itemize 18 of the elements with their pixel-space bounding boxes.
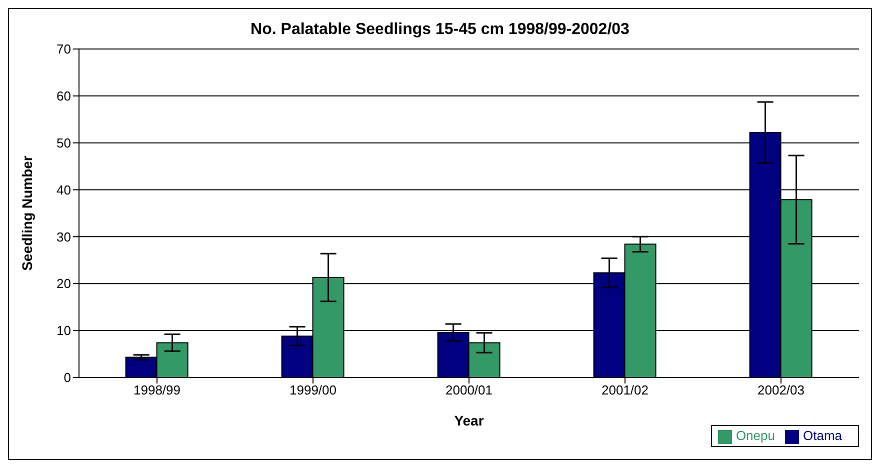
chart-title: No. Palatable Seedlings 15-45 cm 1998/99-2002/03 xyxy=(250,21,630,39)
y-tick-label: 60 xyxy=(56,88,71,104)
x-axis-title: Year xyxy=(454,412,484,428)
y-tick-label: 10 xyxy=(56,323,71,338)
y-tick-label: 40 xyxy=(56,182,71,198)
x-tick-label: 2000/01 xyxy=(446,382,492,398)
y-tick-label: 70 xyxy=(56,42,71,57)
legend-label: Otama xyxy=(802,428,842,444)
y-tick-label: 0 xyxy=(64,370,71,386)
x-tick-label: 2002/03 xyxy=(758,382,804,398)
y-tick-label: 50 xyxy=(56,135,71,150)
y-tick-label: 20 xyxy=(56,276,71,292)
x-tick-label: 1998/99 xyxy=(134,382,180,398)
y-tick-label: 30 xyxy=(56,229,71,244)
y-axis-title: Seedling Number xyxy=(18,155,35,271)
x-tick-label: 1999/00 xyxy=(290,382,336,398)
x-tick-label: 2001/02 xyxy=(602,382,648,398)
legend-label: Onepu xyxy=(736,428,775,444)
